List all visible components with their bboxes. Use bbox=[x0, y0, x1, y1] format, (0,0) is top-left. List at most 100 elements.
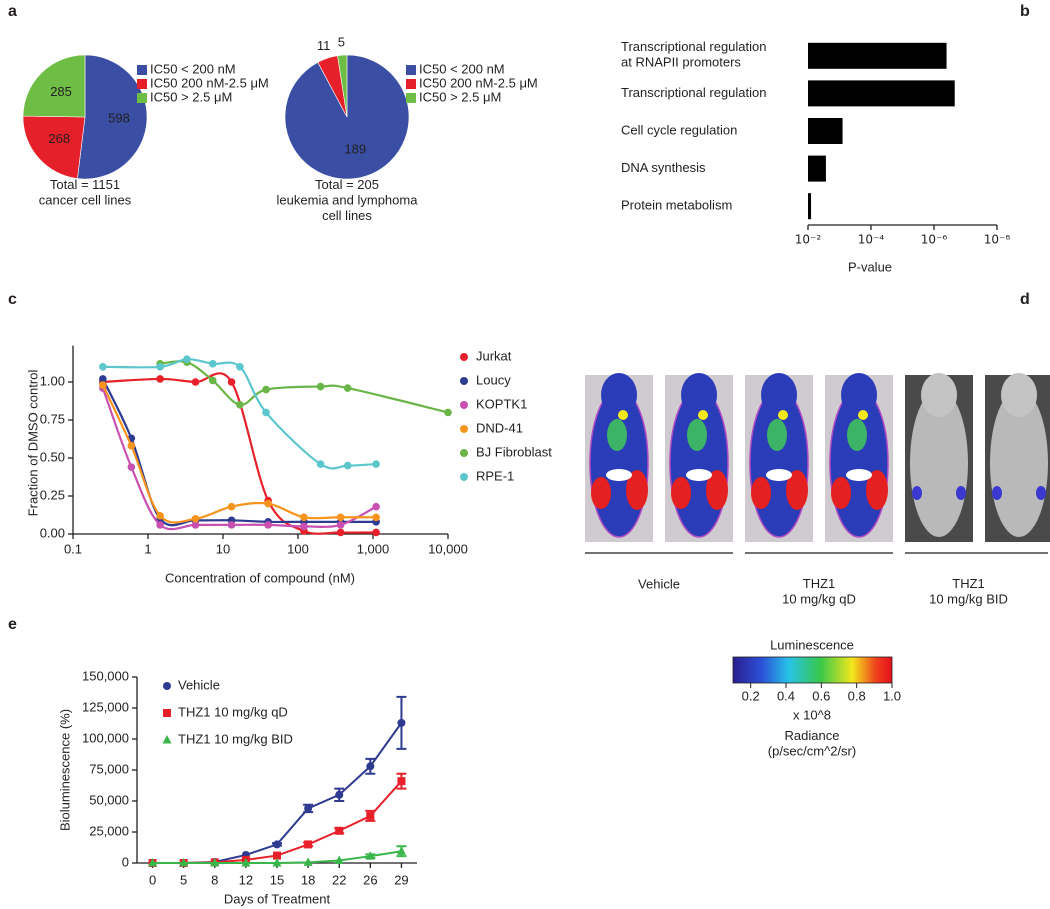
data-point bbox=[264, 499, 272, 508]
legend-label: IC50 > 2.5 μM bbox=[419, 89, 501, 104]
data-point bbox=[397, 777, 406, 786]
text-line: cancer cell lines bbox=[39, 193, 132, 208]
data-point bbox=[191, 378, 200, 386]
colorbar-tick-label: 0.4 bbox=[777, 688, 795, 703]
signal bbox=[618, 410, 628, 420]
x-tick-label: 10⁻⁸ bbox=[984, 233, 1011, 247]
colorbar-tick-label: 1.0 bbox=[883, 688, 901, 703]
slice-label: 285 bbox=[50, 84, 72, 99]
signal bbox=[846, 469, 872, 481]
data-point bbox=[366, 762, 375, 771]
pie-slice bbox=[22, 115, 86, 179]
text-line: THZ1 bbox=[952, 576, 985, 591]
colorbar-multiplier: x 10^8 bbox=[793, 707, 831, 722]
x-tick-label: 29 bbox=[394, 872, 408, 887]
slice-label: 268 bbox=[48, 131, 70, 146]
colorbar-label: Radiance (p/sec/cm^2/sr) bbox=[768, 728, 856, 759]
colorbar-tick-label: 0.2 bbox=[742, 688, 760, 703]
mouse-head bbox=[921, 373, 957, 417]
data-point bbox=[316, 382, 325, 391]
legend-swatch bbox=[406, 65, 416, 75]
legend-marker bbox=[163, 682, 171, 690]
pie-slice bbox=[22, 54, 86, 118]
data-point bbox=[335, 826, 344, 835]
data-point bbox=[335, 790, 344, 799]
group-label: THZ1 10 mg/kg qD bbox=[782, 576, 856, 607]
data-point bbox=[366, 811, 375, 820]
signal bbox=[766, 469, 792, 481]
legend-label: IC50 200 nM-2.5 μM bbox=[419, 75, 538, 90]
x-tick-label: 5 bbox=[180, 872, 187, 887]
signal bbox=[607, 419, 627, 451]
legend-marker bbox=[460, 449, 468, 457]
legend-swatch bbox=[406, 93, 416, 103]
signal bbox=[751, 477, 771, 509]
colorbar-title: Luminescence bbox=[770, 637, 854, 652]
y-tick-label: 125,000 bbox=[82, 699, 129, 714]
data-point bbox=[191, 515, 200, 523]
mouse-head bbox=[1001, 373, 1037, 417]
signal bbox=[992, 486, 1002, 500]
data-point bbox=[343, 384, 352, 392]
series-line bbox=[152, 780, 403, 864]
mouse-head bbox=[841, 373, 877, 417]
group-label: THZ1 10 mg/kg BID bbox=[929, 576, 1008, 607]
data-point bbox=[444, 408, 452, 417]
legend-marker bbox=[460, 377, 468, 385]
y-tick-label: 0 bbox=[122, 854, 129, 869]
x-tick-label: 10 bbox=[216, 541, 230, 556]
data-point bbox=[304, 804, 313, 813]
signal bbox=[698, 410, 708, 420]
x-tick-label: 1 bbox=[144, 541, 151, 556]
legend-marker bbox=[460, 353, 468, 361]
legend-label: IC50 > 2.5 μM bbox=[150, 89, 232, 104]
text-line: Radiance bbox=[785, 728, 840, 743]
category-label: Transcriptional regulation bbox=[621, 85, 766, 100]
mouse-head bbox=[601, 373, 637, 417]
signal bbox=[706, 470, 728, 510]
legend-swatch bbox=[406, 79, 416, 89]
mouse-head bbox=[761, 373, 797, 417]
text-line: (p/sec/cm^2/sr) bbox=[768, 744, 856, 759]
pie-slice bbox=[77, 54, 148, 180]
slice-label: 189 bbox=[344, 142, 366, 157]
data-point bbox=[262, 385, 270, 394]
x-axis-title: Days of Treatment bbox=[224, 891, 331, 906]
y-tick-label: 150,000 bbox=[82, 668, 129, 683]
x-tick-label: 10,000 bbox=[428, 541, 468, 556]
data-point bbox=[300, 522, 308, 531]
data-point bbox=[156, 375, 164, 383]
legend-swatch bbox=[137, 65, 147, 75]
panel-label: c bbox=[8, 291, 17, 308]
data-point bbox=[336, 521, 345, 529]
x-tick-label: 10⁻² bbox=[795, 233, 822, 247]
category-label: Cell cycle regulation bbox=[621, 122, 737, 137]
y-tick-label: 50,000 bbox=[89, 792, 129, 807]
data-point bbox=[273, 851, 281, 860]
x-tick-label: 26 bbox=[363, 872, 377, 887]
mouse-body bbox=[910, 389, 968, 537]
category-label: Transcriptional regulation at RNAPII prom… bbox=[621, 39, 766, 70]
legend-label: IC50 200 nM-2.5 μM bbox=[150, 75, 269, 90]
legend-label: Vehicle bbox=[178, 677, 220, 692]
signal bbox=[626, 470, 648, 510]
data-point bbox=[372, 528, 380, 537]
legend-label: BJ Fibroblast bbox=[476, 444, 552, 459]
panel-label: e bbox=[8, 616, 17, 633]
x-tick-label: 22 bbox=[332, 872, 346, 887]
y-tick-label: 0.00 bbox=[40, 525, 65, 540]
signal bbox=[956, 486, 966, 500]
legend-label: IC50 < 200 nM bbox=[419, 61, 505, 76]
legend-marker bbox=[163, 709, 171, 717]
data-point bbox=[372, 502, 380, 511]
legend-label: IC50 < 200 nM bbox=[150, 61, 236, 76]
legend-swatch bbox=[137, 79, 147, 89]
slice-label: 11 bbox=[317, 38, 331, 53]
y-tick-label: 75,000 bbox=[89, 761, 129, 776]
bar bbox=[808, 42, 947, 69]
x-tick-label: 10⁻⁴ bbox=[858, 233, 885, 247]
slice-label: 598 bbox=[108, 111, 130, 126]
text-line: 10 mg/kg BID bbox=[929, 592, 1008, 607]
data-point bbox=[156, 511, 164, 520]
